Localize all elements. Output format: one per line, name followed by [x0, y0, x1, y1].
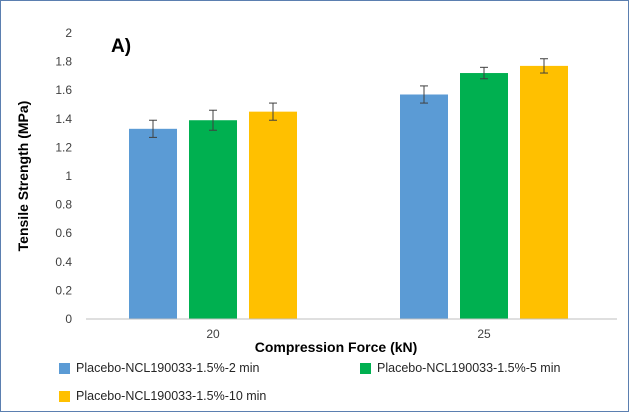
x-axis-title: Compression Force (kN) [255, 339, 418, 355]
legend-swatch [59, 390, 70, 402]
y-axis-title: Tensile Strength (MPa) [15, 101, 31, 252]
legend-label: Placebo-NCL190033-1.5%-2 min [76, 361, 260, 375]
legend-label: Placebo-NCL190033-1.5%-10 min [76, 389, 267, 403]
bars [129, 58, 568, 320]
x-tick-label: 25 [477, 327, 491, 341]
x-axis-ticks: 20 25 [206, 327, 491, 341]
y-tick-label: 0 [65, 312, 72, 326]
y-tick-label: 0.4 [55, 255, 72, 269]
bar [460, 73, 508, 319]
y-tick-label: 1.6 [55, 83, 72, 97]
legend-item-10min: Placebo-NCL190033-1.5%-10 min [59, 389, 266, 403]
legend-swatch [360, 362, 371, 374]
y-tick-label: 0.2 [55, 283, 72, 297]
bar [249, 111, 297, 320]
y-axis-ticks: 0 0.2 0.4 0.6 0.8 1 1.2 1.4 1.6 1.8 2 [55, 26, 72, 326]
bar [400, 94, 448, 320]
bar [129, 128, 177, 319]
y-tick-label: 0.8 [55, 198, 72, 212]
y-tick-label: 1.2 [55, 140, 72, 154]
bar [520, 65, 568, 319]
y-tick-label: 2 [65, 26, 72, 40]
bar [189, 120, 237, 319]
x-tick-label: 20 [206, 327, 220, 341]
legend-item-2min: Placebo-NCL190033-1.5%-2 min [59, 361, 259, 375]
y-tick-label: 1.4 [55, 112, 72, 126]
y-tick-label: 0.6 [55, 226, 72, 240]
legend-label: Placebo-NCL190033-1.5%-5 min [377, 361, 561, 375]
y-tick-label: 1 [65, 169, 72, 183]
y-tick-label: 1.8 [55, 55, 72, 69]
legend-item-5min: Placebo-NCL190033-1.5%-5 min [360, 361, 560, 375]
legend-swatch [59, 362, 70, 374]
panel-label: A) [111, 36, 131, 57]
